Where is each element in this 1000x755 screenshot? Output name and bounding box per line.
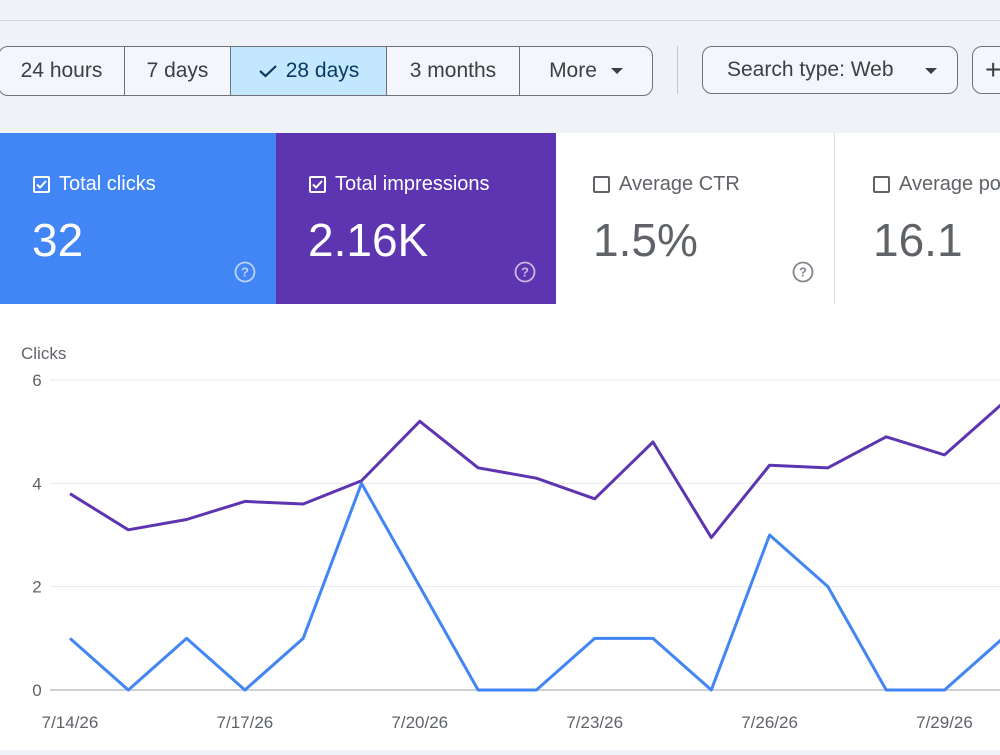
range-24-hours-button[interactable]: 24 hours [0, 47, 125, 95]
range-3-months-button[interactable]: 3 months [387, 47, 520, 95]
add-filter-button[interactable]: + [972, 46, 1000, 94]
search-type-dropdown[interactable]: Search type: Web [702, 46, 958, 94]
x-tick-label: 7/26/26 [741, 713, 798, 732]
metric-label: Average po [899, 173, 1000, 195]
toolbar-divider [677, 46, 678, 94]
y-tick-label: 0 [32, 681, 41, 700]
help-icon[interactable]: ? [234, 261, 256, 283]
y-tick-label: 2 [32, 578, 41, 597]
plus-icon: + [985, 54, 1000, 85]
metric-label: Total clicks [59, 173, 156, 195]
metric-header: Total clicks [33, 173, 156, 196]
range-more-dropdown[interactable]: More [520, 47, 652, 95]
series-line-total-clicks[interactable] [69, 481, 1000, 692]
caret-down-icon [610, 68, 623, 74]
caret-down-icon [925, 68, 937, 74]
metric-value: 1.5% [593, 214, 698, 266]
series-line-total-impressions[interactable] [69, 403, 1000, 540]
svg-text:?: ? [799, 265, 807, 280]
x-tick-label: 7/14/26 [42, 713, 99, 732]
metric-card-total-impressions[interactable]: Total impressions 2.16K ? [276, 133, 556, 304]
top-divider [0, 20, 1000, 21]
metric-header: Average po [873, 173, 1000, 196]
y-tick-label: 6 [32, 371, 41, 390]
range-7-days-button[interactable]: 7 days [125, 47, 231, 95]
x-tick-label: 7/29/26 [916, 713, 973, 732]
svg-text:?: ? [241, 265, 249, 280]
checkbox-unchecked-icon[interactable] [873, 176, 890, 193]
checkbox-unchecked-icon[interactable] [593, 176, 610, 193]
metric-header: Average CTR [593, 173, 740, 196]
metric-label: Average CTR [619, 173, 740, 195]
help-icon[interactable]: ? [792, 261, 814, 283]
metric-card-average-ctr[interactable]: Average CTR 1.5% ? [556, 133, 835, 304]
metric-label: Total impressions [335, 173, 490, 195]
x-tick-label: 7/20/26 [391, 713, 448, 732]
checkbox-checked-icon[interactable] [33, 176, 50, 193]
metric-card-total-clicks[interactable]: Total clicks 32 ? [0, 133, 276, 304]
range-label: 7 days [146, 59, 209, 82]
y-axis-label: Clicks [21, 344, 66, 363]
check-icon [258, 65, 277, 78]
metric-header: Total impressions [309, 173, 490, 196]
range-label: More [549, 59, 597, 82]
search-type-label: Search type: Web [727, 58, 894, 81]
y-tick-label: 4 [32, 474, 41, 493]
range-28-days-button[interactable]: 28 days [231, 47, 387, 95]
x-tick-label: 7/17/26 [217, 713, 274, 732]
svg-text:?: ? [521, 265, 529, 280]
range-label: 28 days [285, 59, 360, 82]
performance-chart: Clicks 0 2 4 6 7/14/26 7/17/26 7/20/26 7/23/26… [0, 304, 1000, 750]
metric-value: 2.16K [308, 214, 429, 266]
checkbox-checked-icon[interactable] [309, 176, 326, 193]
metric-card-average-position[interactable]: Average po 16.1 [835, 133, 1000, 304]
help-icon[interactable]: ? [514, 261, 536, 283]
range-label: 24 hours [20, 59, 103, 82]
metric-value: 16.1 [873, 214, 963, 266]
date-range-selector: 24 hours 7 days 28 days 3 months More [0, 46, 653, 96]
metric-value: 32 [32, 214, 84, 266]
x-tick-label: 7/23/26 [566, 713, 623, 732]
chart-svg: Clicks 0 2 4 6 7/14/26 7/17/26 7/20/26 7/23/26… [21, 344, 1000, 732]
range-label: 3 months [409, 59, 497, 82]
